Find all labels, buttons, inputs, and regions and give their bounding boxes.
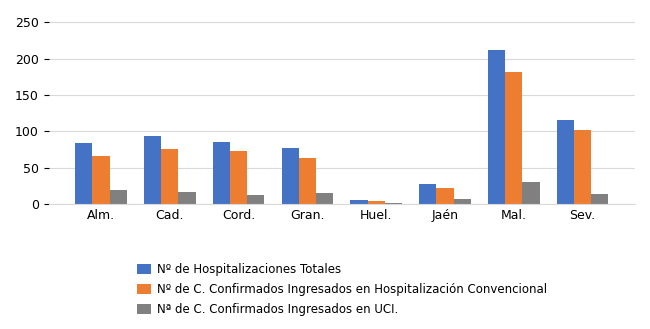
Bar bbox=[419, 184, 436, 204]
Bar bbox=[591, 194, 608, 204]
Bar bbox=[505, 72, 523, 204]
Bar bbox=[368, 201, 385, 204]
Bar bbox=[213, 142, 230, 204]
Bar bbox=[488, 50, 505, 204]
Bar bbox=[230, 151, 247, 204]
Bar bbox=[75, 143, 92, 204]
Bar bbox=[385, 203, 402, 204]
Bar bbox=[110, 190, 127, 204]
Bar bbox=[574, 130, 591, 204]
Bar bbox=[92, 156, 110, 204]
Legend: Nº de Hospitalizaciones Totales, Nº de C. Confirmados Ingresados en Hospitalizac: Nº de Hospitalizaciones Totales, Nº de C… bbox=[136, 263, 547, 316]
Bar bbox=[281, 148, 299, 204]
Bar bbox=[557, 120, 574, 204]
Bar bbox=[523, 182, 540, 204]
Bar bbox=[350, 200, 368, 204]
Bar bbox=[299, 158, 316, 204]
Bar bbox=[144, 136, 161, 204]
Bar bbox=[161, 149, 179, 204]
Bar bbox=[247, 195, 265, 204]
Bar bbox=[454, 199, 471, 204]
Bar bbox=[316, 193, 333, 204]
Bar bbox=[179, 191, 196, 204]
Bar bbox=[436, 188, 454, 204]
